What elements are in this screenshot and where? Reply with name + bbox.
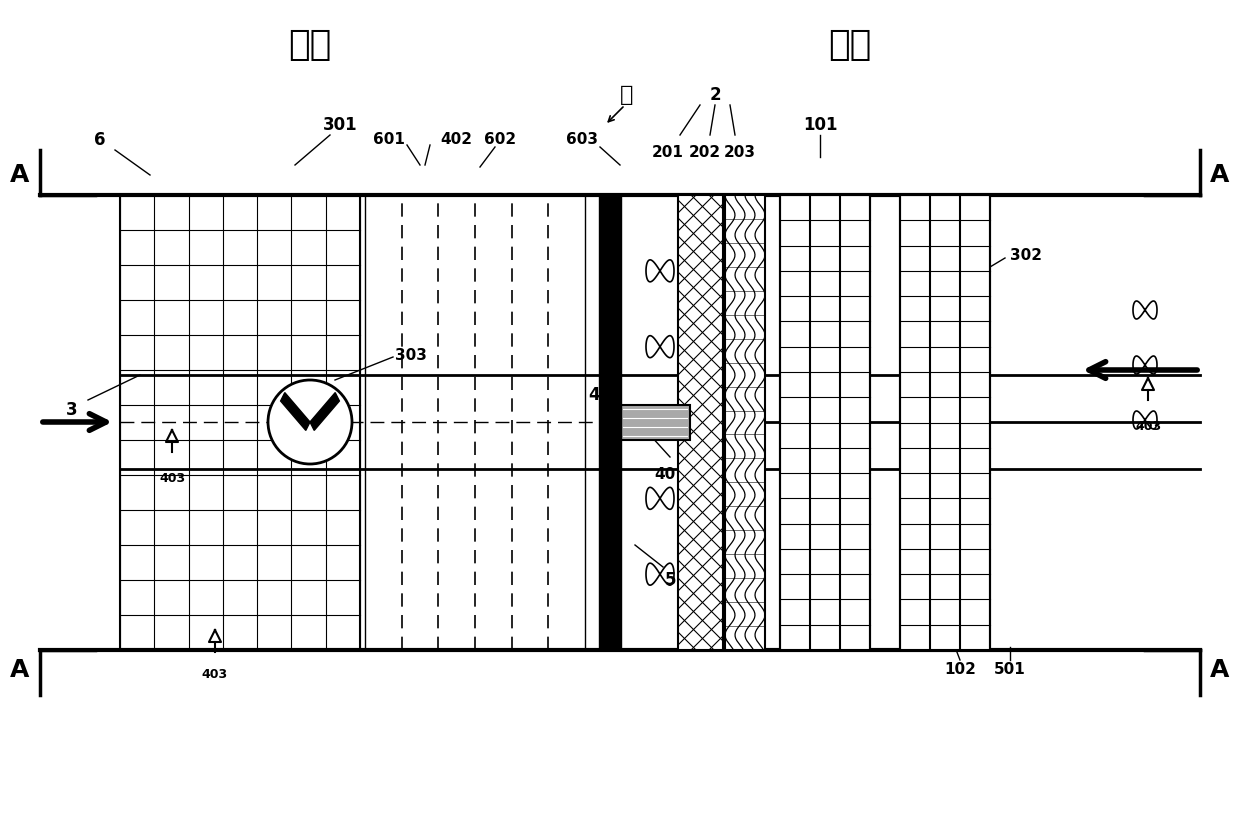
Bar: [900, 195, 990, 650]
Text: 203: 203: [724, 145, 756, 160]
Bar: [780, 195, 870, 650]
Text: 601: 601: [373, 133, 405, 148]
Text: 403: 403: [1135, 420, 1161, 433]
Text: 2: 2: [709, 86, 720, 104]
Bar: [620, 405, 689, 440]
Text: 302: 302: [1011, 248, 1042, 262]
Text: A: A: [10, 163, 30, 187]
Text: 401: 401: [655, 467, 686, 482]
Polygon shape: [310, 393, 340, 431]
Text: 1: 1: [744, 446, 755, 464]
Text: 501: 501: [994, 662, 1025, 677]
Bar: [725, 195, 765, 650]
Text: A: A: [1210, 163, 1230, 187]
Text: 5: 5: [665, 571, 676, 589]
Text: 602: 602: [484, 133, 516, 148]
Text: 室内: 室内: [828, 28, 872, 62]
Bar: [120, 195, 360, 650]
Bar: [599, 195, 621, 650]
Text: 303: 303: [396, 347, 427, 362]
Text: 402: 402: [440, 133, 472, 148]
Text: 403: 403: [202, 668, 228, 681]
Text: 603: 603: [565, 133, 598, 148]
Text: 3: 3: [66, 401, 78, 419]
Bar: [365, 195, 585, 650]
Text: 4: 4: [588, 386, 600, 404]
Text: 101: 101: [802, 116, 837, 134]
Text: 201: 201: [652, 145, 684, 160]
Circle shape: [268, 380, 352, 464]
Text: 301: 301: [322, 116, 357, 134]
Text: 墙: 墙: [620, 85, 634, 105]
Text: 6: 6: [94, 131, 105, 149]
Text: A: A: [10, 658, 30, 682]
Text: 室外: 室外: [289, 28, 331, 62]
Text: 102: 102: [944, 662, 976, 677]
Polygon shape: [280, 393, 310, 431]
Bar: [678, 195, 723, 650]
Text: 202: 202: [689, 145, 722, 160]
Text: A: A: [1210, 658, 1230, 682]
Text: 403: 403: [159, 472, 185, 485]
